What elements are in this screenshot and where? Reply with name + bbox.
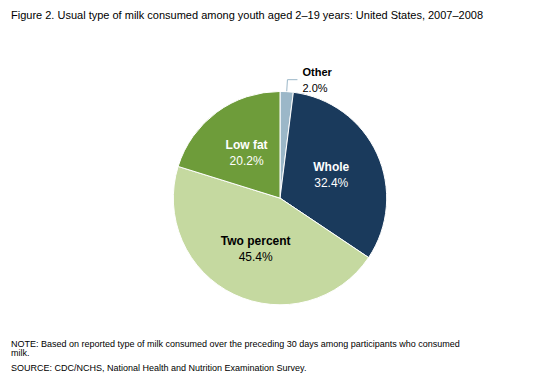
svg-text:Whole: Whole — [313, 160, 349, 174]
svg-text:Low fat: Low fat — [226, 138, 268, 152]
svg-text:SOURCE: CDC/NCHS, National Hea: SOURCE: CDC/NCHS, National Health and Nu… — [11, 363, 306, 373]
svg-text:Figure 2. Usual type of milk c: Figure 2. Usual type of milk consumed am… — [11, 9, 483, 21]
svg-text:Two percent: Two percent — [221, 234, 291, 248]
svg-text:Other: Other — [302, 66, 332, 78]
svg-text:NOTE: Based on reported type o: NOTE: Based on reported type of milk con… — [11, 339, 462, 349]
svg-text:32.4%: 32.4% — [314, 176, 348, 190]
svg-text:2.0%: 2.0% — [302, 82, 327, 94]
svg-text:45.4%: 45.4% — [239, 250, 273, 264]
svg-text:20.2%: 20.2% — [230, 154, 264, 168]
svg-text:milk.: milk. — [11, 348, 30, 358]
